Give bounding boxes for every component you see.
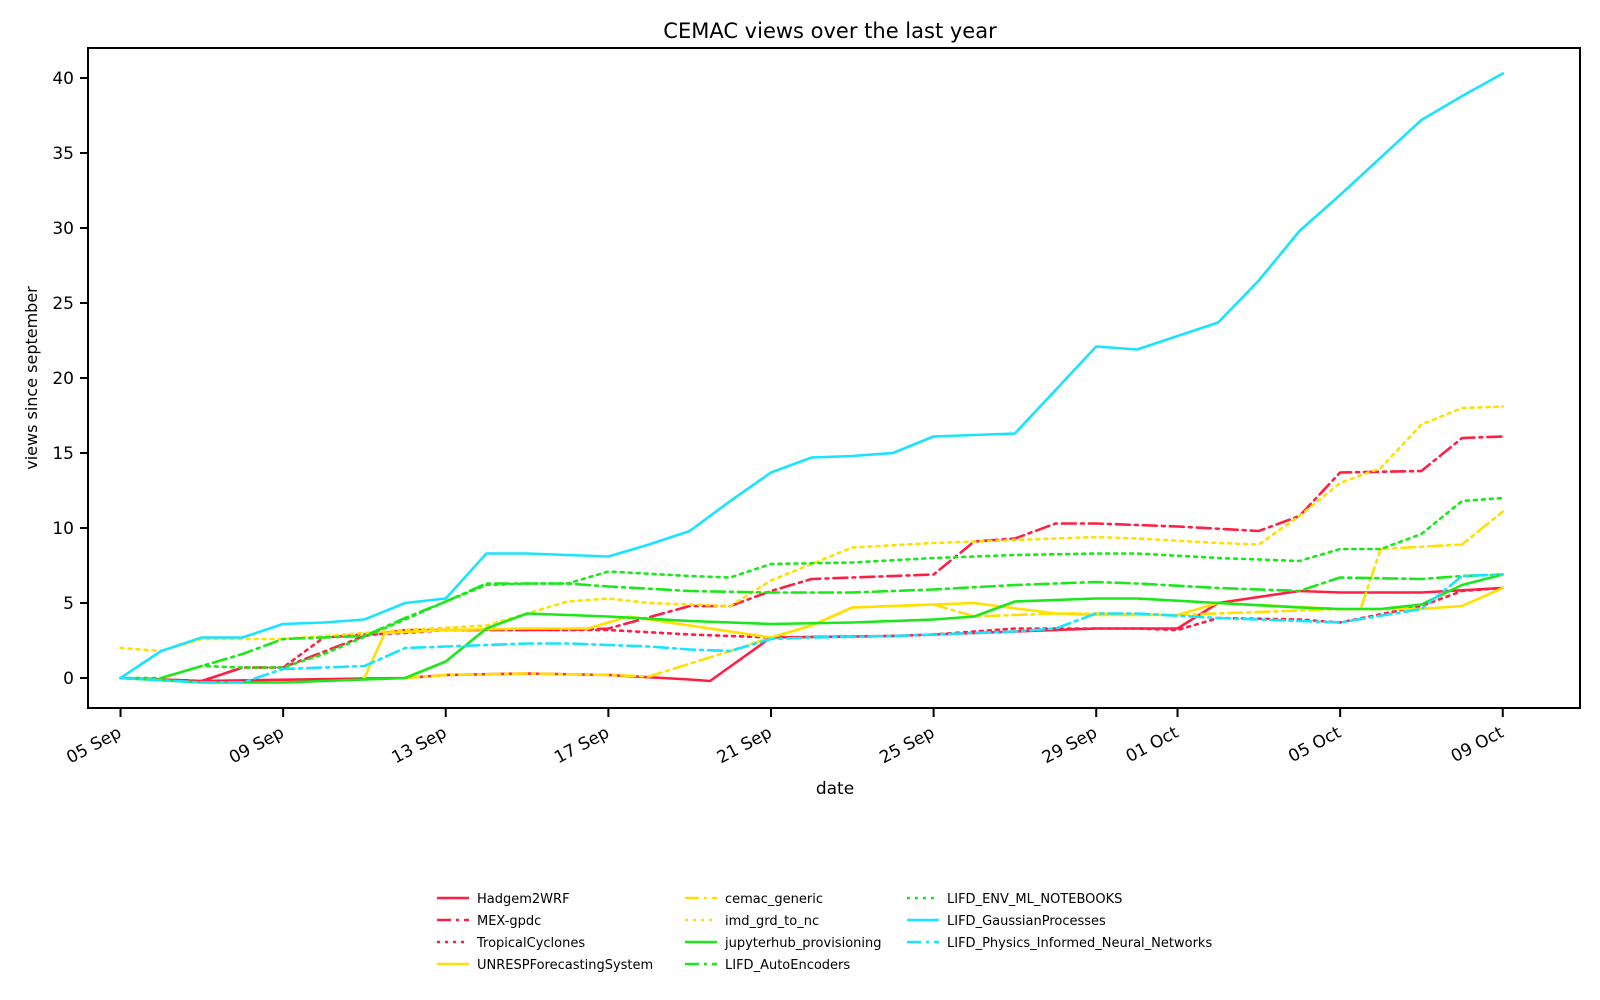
y-tick-label: 20: [52, 369, 74, 389]
x-tick-label: 09 Oct: [1448, 723, 1508, 767]
y-tick-label: 15: [52, 444, 74, 464]
x-tick-label: 09 Sep: [226, 723, 288, 768]
legend-label: cemac_generic: [725, 892, 823, 907]
legend-label: UNRESPForecastingSystem: [477, 958, 653, 973]
x-tick-label: 13 Sep: [389, 723, 451, 768]
x-tick-label: 21 Sep: [714, 723, 776, 768]
series-line-lifd-gaussianprocesses: [119, 72, 1505, 680]
series-lines: [119, 72, 1505, 684]
y-axis-label: views since september: [22, 286, 41, 470]
series-line-unrespforecastingsystem: [363, 586, 1505, 680]
legend-label: LIFD_GaussianProcesses: [947, 914, 1106, 929]
y-axis: 0 5 10 15 20 25 30 35 40: [52, 69, 88, 689]
y-tick-label: 40: [52, 69, 74, 89]
legend-label: imd_grd_to_nc: [725, 914, 819, 929]
x-tick-label: 17 Sep: [551, 723, 613, 768]
legend-label: MEX-gpdc: [477, 914, 541, 929]
legend-label: LIFD_ENV_ML_NOTEBOOKS: [947, 892, 1122, 907]
x-axis: 05 Sep 09 Sep 13 Sep 17 Sep 21 Sep 25 Sep 29 S…: [63, 708, 1507, 768]
x-tick-label: 29 Sep: [1039, 723, 1101, 768]
legend: Hadgem2WRF MEX-gpdc TropicalCyclones UNRESP…: [437, 892, 1212, 973]
y-tick-label: 25: [52, 294, 74, 314]
legend-label: LIFD_AutoEncoders: [725, 958, 850, 973]
legend-label: LIFD_Physics_Informed_Neural_Networks: [947, 936, 1212, 951]
chart-title: CEMAC views over the last year: [663, 19, 997, 43]
series-line-lifd-autoencoders: [159, 573, 1505, 680]
x-axis-label: date: [816, 779, 854, 799]
series-line-lifd-env-ml-notebooks: [119, 496, 1505, 680]
legend-label: jupyterhub_provisioning: [724, 936, 882, 951]
x-tick-label: 05 Oct: [1285, 723, 1345, 767]
x-tick-label: 05 Sep: [63, 723, 125, 768]
legend-label: Hadgem2WRF: [477, 892, 570, 907]
x-tick-label: 25 Sep: [876, 723, 938, 768]
legend-label: TropicalCyclones: [476, 936, 585, 951]
y-tick-label: 30: [52, 219, 74, 239]
series-line-jupyterhub-provisioning: [119, 573, 1505, 684]
series-line-mex-gpdc: [119, 435, 1505, 683]
series-line-cemac-generic: [403, 510, 1505, 680]
y-tick-label: 10: [52, 519, 74, 539]
y-tick-label: 35: [52, 144, 74, 164]
y-tick-label: 5: [63, 594, 74, 614]
series-line-lifd-physics-informed-neural-networks: [119, 573, 1505, 684]
y-tick-label: 0: [63, 669, 74, 689]
x-tick-label: 01 Oct: [1123, 723, 1183, 767]
series-line-imd-grd-to-nc: [119, 405, 1505, 653]
